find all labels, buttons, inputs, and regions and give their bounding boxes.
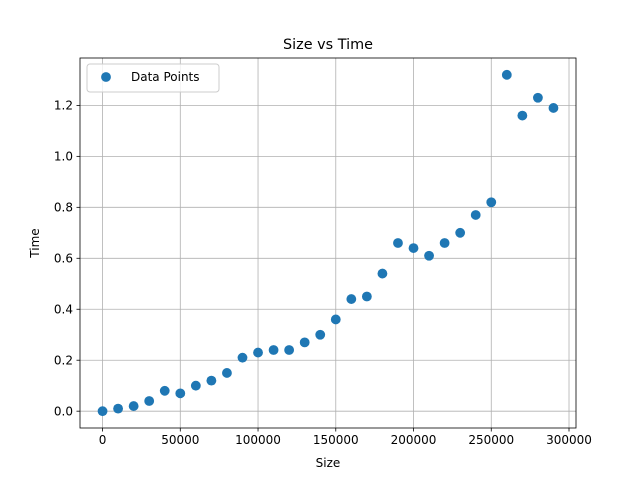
data-point (439, 238, 450, 248)
data-point (97, 406, 108, 417)
data-point (128, 401, 139, 411)
data-point (144, 396, 155, 406)
x-tick-label: 150000 (313, 433, 359, 447)
data-point (517, 110, 528, 121)
x-tick-label: 0 (99, 433, 107, 447)
legend-marker (101, 72, 111, 82)
y-tick-label: 1.0 (54, 150, 73, 164)
data-point (533, 92, 543, 103)
x-tick-label: 100000 (235, 433, 281, 447)
data-point (408, 243, 419, 253)
data-point (284, 345, 295, 355)
data-point (486, 197, 497, 208)
y-tick-label: 0.4 (54, 303, 73, 317)
y-tick-label: 0.2 (54, 354, 73, 368)
data-point (548, 103, 559, 113)
x-tick-label: 200000 (391, 433, 437, 447)
data-point (455, 227, 466, 238)
data-point (424, 250, 434, 261)
data-point (222, 368, 232, 378)
chart-title: Size vs Time (283, 37, 373, 53)
legend-label: Data Points (131, 70, 200, 84)
data-point (299, 337, 310, 348)
plot-area (80, 58, 576, 428)
x-tick-label: 300000 (546, 433, 592, 447)
data-point (237, 352, 248, 363)
data-point (190, 380, 201, 391)
data-point (113, 403, 123, 414)
y-tick-label: 0.0 (54, 404, 73, 418)
data-point (470, 210, 481, 220)
legend-frame (86, 63, 220, 93)
x-axis-label: Size (316, 456, 341, 470)
data-point (159, 385, 170, 396)
data-point (346, 294, 357, 304)
y-tick-label: 1.2 (54, 99, 73, 113)
y-axis-ticks: 0.0 0.2 0.4 0.6 0.8 1.0 1.2 (54, 99, 80, 418)
data-point (377, 268, 388, 279)
y-axis-label: Time (28, 228, 42, 258)
data-point (393, 238, 403, 248)
data-point (268, 345, 279, 355)
y-tick-label: 0.8 (54, 201, 73, 215)
x-tick-label: 50000 (161, 433, 199, 447)
legend: Data Points (86, 63, 220, 93)
data-point (315, 329, 326, 340)
x-tick-label: 250000 (468, 433, 514, 447)
y-tick-label: 0.6 (54, 252, 73, 266)
x-axis-ticks: 0 50000 100000 150000 200000 250000 300000 (99, 428, 592, 447)
data-point (361, 291, 372, 302)
grid-lines (80, 58, 576, 428)
data-point (175, 388, 186, 399)
data-point (253, 347, 263, 358)
plot-frame (79, 57, 577, 429)
data-point (206, 375, 217, 386)
data-point (501, 69, 512, 80)
data-point (330, 314, 341, 325)
data-points (97, 69, 559, 417)
